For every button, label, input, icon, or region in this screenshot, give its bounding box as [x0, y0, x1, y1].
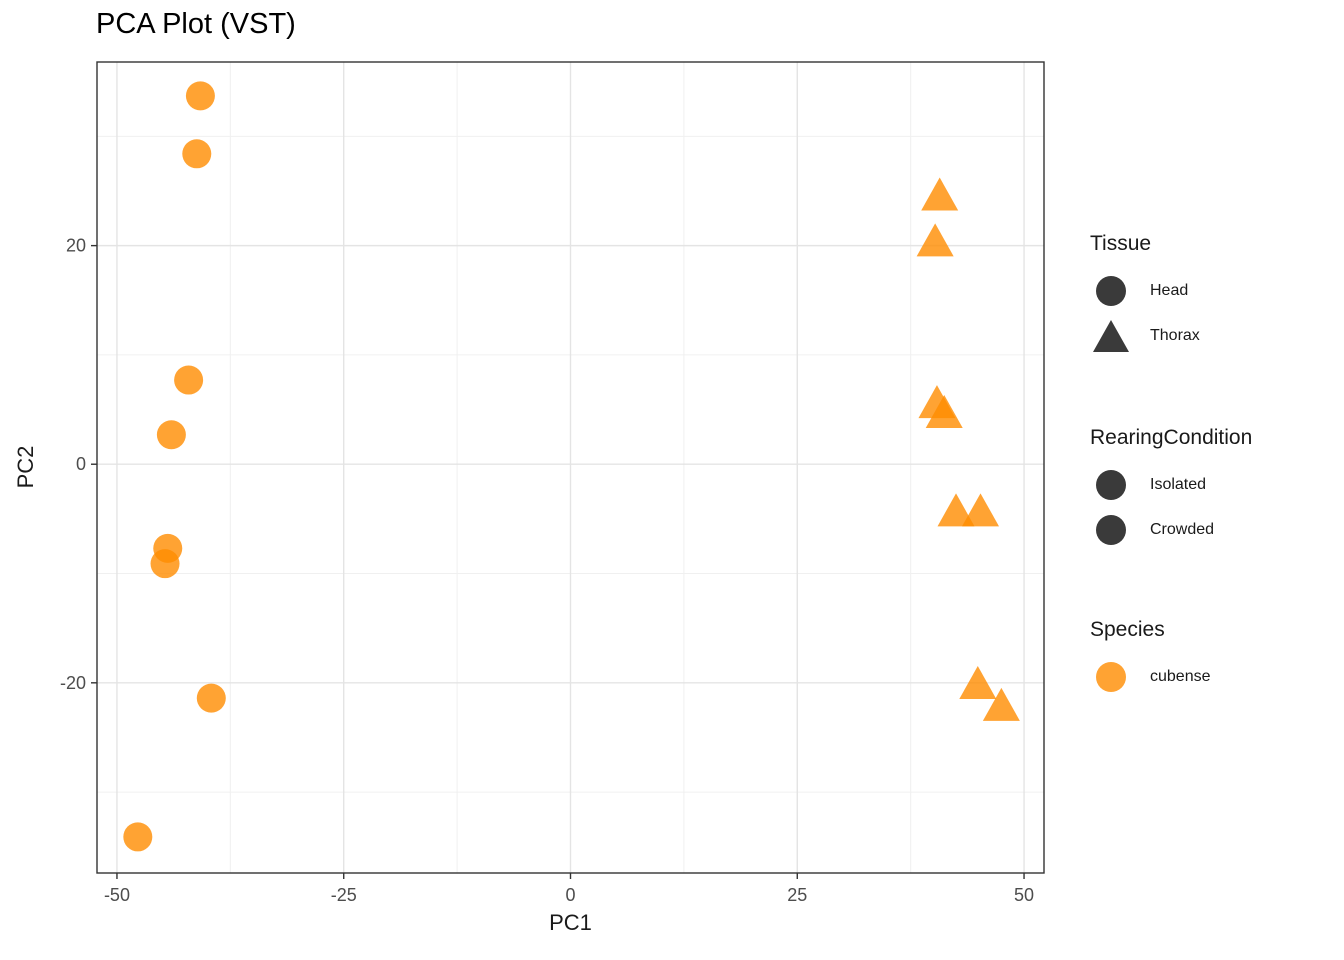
data-point-circle — [182, 139, 212, 169]
legend-item-crowded: Crowded — [1088, 507, 1344, 552]
legend-item-isolated: Isolated — [1088, 462, 1344, 507]
legend-label: Thorax — [1150, 326, 1200, 344]
legend-title-species: Species — [1090, 618, 1165, 641]
data-point-circle — [174, 365, 204, 395]
data-point-triangle — [959, 666, 997, 700]
legend-group-rearing-condition: RearingCondition Isolated Crowded — [1088, 426, 1344, 552]
x-tick-label: -25 — [331, 885, 357, 905]
x-tick-label: 50 — [1014, 885, 1034, 905]
data-point-circle — [156, 420, 186, 450]
triangle-marker-icon — [1092, 317, 1130, 355]
data-point-circle — [185, 81, 215, 111]
legend-label: Isolated — [1150, 475, 1207, 493]
circle-marker-icon — [1092, 466, 1130, 504]
y-tick-label: 20 — [66, 236, 86, 256]
x-tick-label: 25 — [787, 885, 807, 905]
y-tick-label: -20 — [60, 673, 86, 693]
legend-item-thorax: Thorax — [1088, 313, 1344, 358]
circle-marker-icon — [1092, 272, 1130, 310]
legend-group-tissue: Tissue Head Thorax — [1088, 232, 1344, 358]
data-point-triangle — [916, 223, 954, 257]
data-point-circle — [150, 549, 180, 579]
y-tick-label: 0 — [76, 454, 86, 474]
data-point-triangle — [925, 394, 963, 428]
legend-label: Head — [1150, 281, 1189, 299]
data-point-triangle — [982, 687, 1020, 721]
circle-marker-icon — [1092, 511, 1130, 549]
chart-title: PCA Plot (VST) — [96, 8, 296, 40]
legend-item-head: Head — [1088, 268, 1344, 313]
circle-marker-icon — [1092, 658, 1130, 696]
legend-item-cubense: cubense — [1088, 654, 1344, 699]
legend-group-species: Species cubense — [1088, 618, 1344, 699]
data-point-circle — [123, 822, 153, 852]
data-point-circle — [196, 683, 226, 713]
y-axis-title: PC2 — [13, 445, 38, 489]
x-tick-label: 0 — [565, 885, 575, 905]
data-point-triangle — [962, 493, 1000, 527]
x-tick-label: -50 — [104, 885, 130, 905]
x-axis-title: PC1 — [549, 910, 592, 935]
data-point-triangle — [937, 493, 975, 527]
legend-title-rearing-condition: RearingCondition — [1090, 426, 1253, 449]
data-point-triangle — [921, 177, 959, 211]
legend-title-tissue: Tissue — [1090, 232, 1152, 255]
legend-label: cubense — [1150, 667, 1211, 685]
legend-label: Crowded — [1150, 520, 1215, 538]
